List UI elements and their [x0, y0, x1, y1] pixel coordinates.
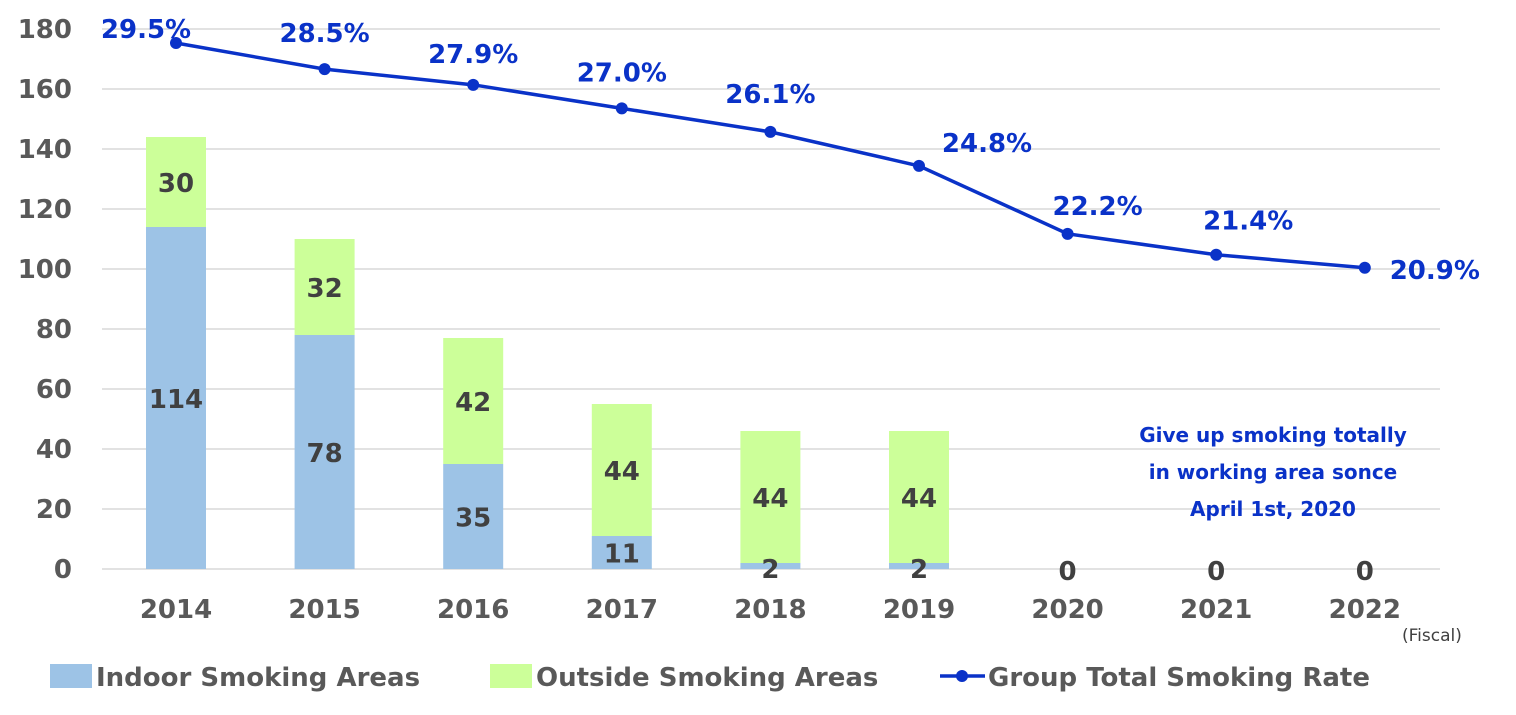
- bar-outside: [146, 137, 206, 227]
- bar-label-outside: 32: [307, 274, 343, 304]
- rate-label: 27.0%: [577, 58, 667, 88]
- y-tick-label: 0: [54, 555, 72, 585]
- bar-outside: [294, 239, 355, 335]
- rate-label: 29.5%: [101, 15, 191, 45]
- rate-point: [764, 125, 777, 138]
- y-tick-label: 140: [18, 135, 72, 165]
- bar-label-total: 0: [1207, 557, 1225, 587]
- x-tick-label: 2020: [1031, 595, 1103, 625]
- rate-label: 26.1%: [725, 80, 815, 110]
- bar-label-total: 0: [1356, 557, 1374, 587]
- bar-indoor: [740, 563, 801, 569]
- x-tick-label: 2021: [1180, 595, 1252, 625]
- rate-point: [170, 37, 182, 49]
- y-tick-label: 120: [18, 195, 72, 225]
- annotation-line: April 1st, 2020: [1190, 497, 1356, 521]
- rate-point: [913, 159, 925, 172]
- x-tick-label: 2018: [734, 595, 806, 625]
- x-unit-label: (Fiscal): [1402, 626, 1462, 646]
- bar-outside: [443, 338, 504, 464]
- bar-label-outside: 44: [604, 457, 640, 487]
- rate-label: 20.9%: [1390, 256, 1480, 286]
- rate-point: [615, 102, 628, 115]
- bar-outside: [889, 431, 949, 563]
- annotation-line: in working area sonce: [1149, 460, 1398, 484]
- y-tick-label: 60: [36, 375, 72, 405]
- bars: [146, 137, 949, 569]
- bar-label-total: 0: [1059, 557, 1077, 587]
- x-tick-label: 2019: [883, 595, 955, 625]
- legend-label-rate: Group Total Smoking Rate: [988, 663, 1370, 693]
- y-tick-label: 100: [18, 255, 72, 285]
- rate-point: [467, 78, 480, 91]
- bar-outside: [591, 404, 652, 536]
- y-tick-label: 80: [36, 315, 72, 345]
- bar-label-indoor: 114: [149, 385, 203, 415]
- bar-label-outside: 44: [901, 484, 937, 514]
- rate-label: 27.9%: [428, 40, 518, 70]
- rate-point: [318, 63, 331, 76]
- bar-indoor: [294, 335, 355, 569]
- rate-point: [1358, 261, 1371, 274]
- bar-indoor: [443, 464, 504, 569]
- rate-line-path: [175, 41, 1365, 270]
- annotation: Give up smoking totally in working area s…: [1139, 423, 1407, 521]
- rate-line: 29.5% 28.5% 27.9% 27.0% 26.1% 24.8% 22.2% 21.4%…: [101, 15, 1480, 286]
- legend-swatch-indoor: [50, 664, 92, 688]
- bar-label-outside: 44: [752, 484, 788, 514]
- rate-point: [1061, 227, 1074, 240]
- rate-label: 28.5%: [279, 19, 369, 49]
- legend: Indoor Smoking Areas Outside Smoking Area…: [50, 663, 1370, 693]
- annotation-line: Give up smoking totally: [1139, 423, 1407, 447]
- y-axis-ticks: 0 20 40 60 80 100 120 140 160 180: [18, 15, 72, 585]
- bar-indoor: [889, 563, 949, 569]
- x-tick-label: 2016: [437, 595, 509, 625]
- x-tick-label: 2015: [288, 595, 360, 625]
- bar-outside: [740, 431, 801, 563]
- y-tick-label: 40: [36, 435, 72, 465]
- legend-label-outside: Outside Smoking Areas: [536, 663, 878, 693]
- x-axis-ticks: 2014 2015 2016 2017 2018 2019 2020 2021 2022: [140, 595, 1401, 625]
- bar-indoor: [591, 536, 652, 569]
- x-tick-label: 2014: [140, 595, 212, 625]
- legend-swatch-outside: [490, 664, 532, 688]
- legend-label-indoor: Indoor Smoking Areas: [96, 663, 420, 693]
- legend-marker-rate: [956, 670, 968, 682]
- bar-labels: 114 30 78 32 35 42 11 44 2 44 2 44 0 0 0: [149, 169, 1374, 587]
- y-tick-label: 20: [36, 495, 72, 525]
- bar-label-indoor: 2: [761, 555, 779, 585]
- y-tick-label: 180: [18, 15, 72, 45]
- bar-label-outside: 30: [158, 169, 194, 199]
- rate-point: [1210, 248, 1223, 261]
- x-tick-label: 2022: [1329, 595, 1401, 625]
- x-tick-label: 2017: [586, 595, 658, 625]
- bar-label-indoor: 35: [455, 504, 491, 534]
- bar-indoor: [146, 227, 206, 569]
- rate-label: 22.2%: [1052, 192, 1142, 222]
- bar-label-indoor: 78: [307, 439, 343, 469]
- bar-label-indoor: 2: [910, 555, 928, 585]
- bar-label-outside: 42: [455, 388, 491, 418]
- rate-label: 21.4%: [1203, 207, 1293, 237]
- y-tick-label: 160: [18, 75, 72, 105]
- bar-label-indoor: 11: [604, 540, 640, 570]
- rate-label: 24.8%: [942, 129, 1032, 159]
